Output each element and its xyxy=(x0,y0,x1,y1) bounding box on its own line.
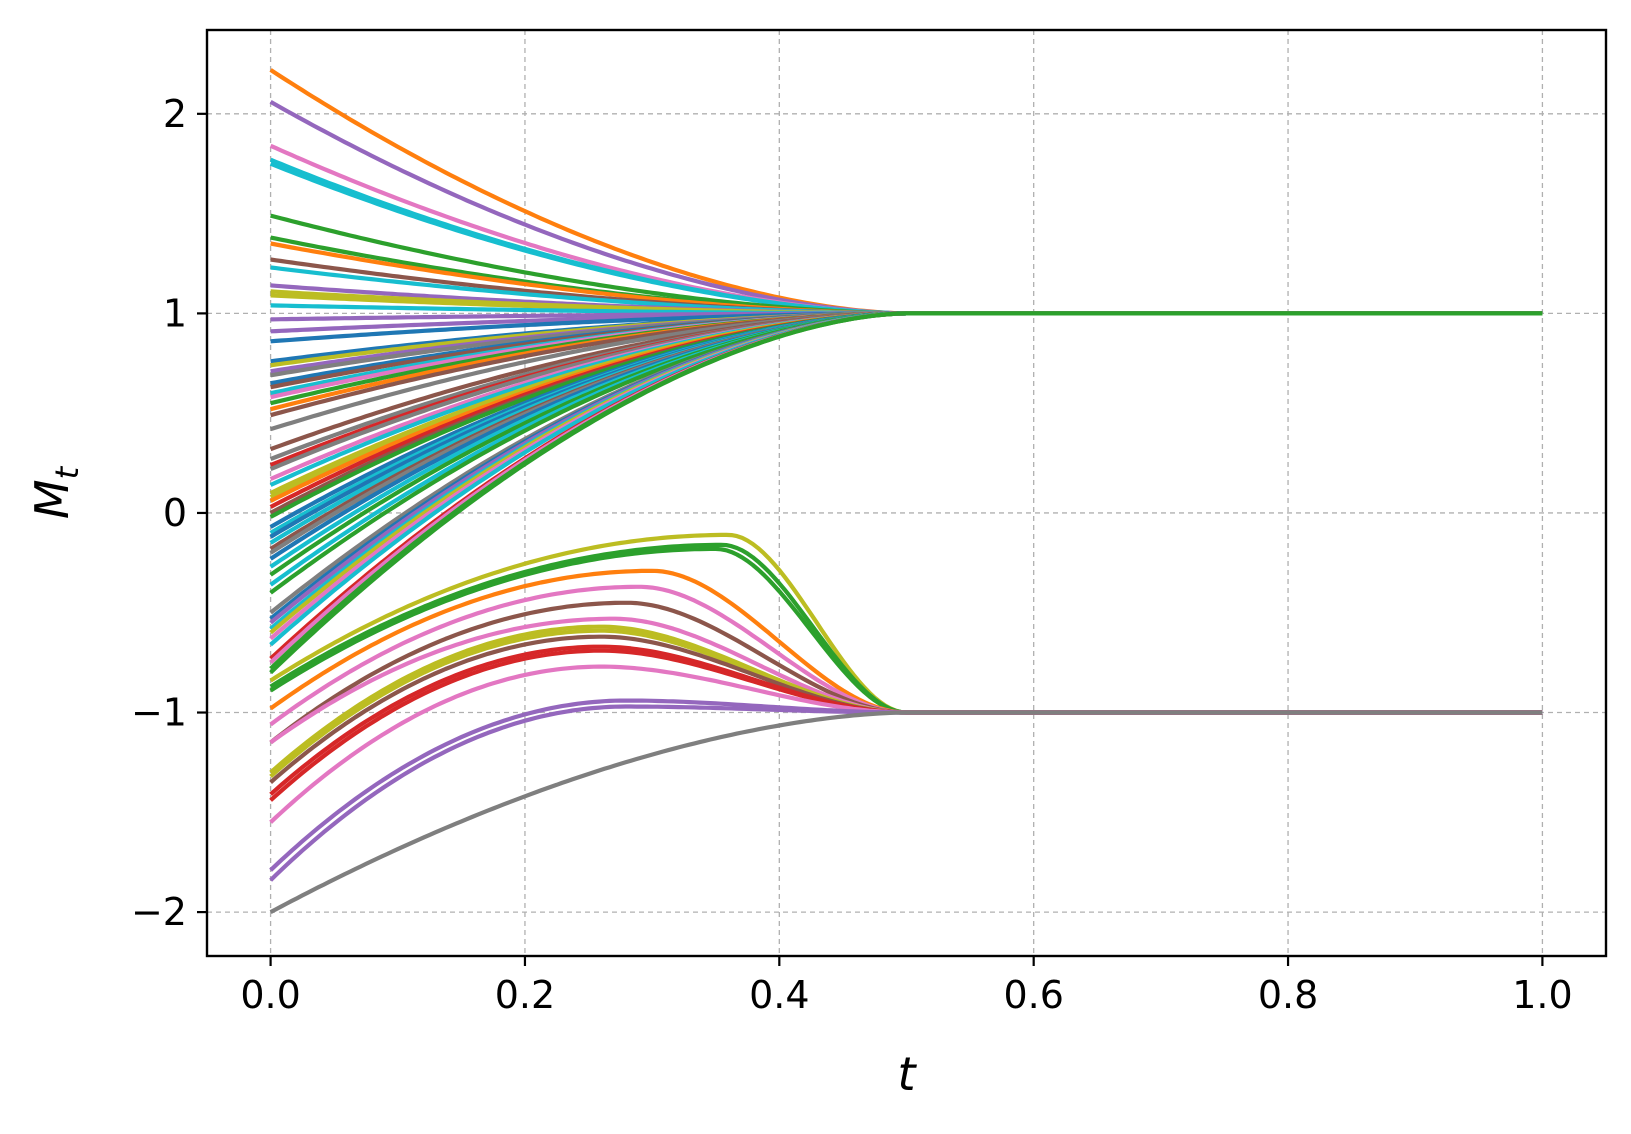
series-line-68 xyxy=(269,584,1543,727)
series-line-78 xyxy=(269,704,1543,882)
x-tick-label: 0.0 xyxy=(240,973,300,1017)
series-line-69 xyxy=(269,600,1543,745)
series-line-65 xyxy=(269,542,1543,715)
series-line-79 xyxy=(269,710,1543,914)
x-axis-ticks: 0.0 0.2 0.4 0.6 0.8 1.0 xyxy=(240,956,1573,1017)
y-tick-label: 0 xyxy=(163,491,187,535)
x-tick-label: 0.2 xyxy=(495,973,555,1017)
y-axis-label: Mt xyxy=(25,465,86,519)
series-line-67 xyxy=(269,568,1543,715)
y-tick-label: −2 xyxy=(131,890,187,934)
plot-frame xyxy=(205,28,1608,958)
y-tick-label: 2 xyxy=(163,92,187,136)
series-line-76 xyxy=(269,664,1543,824)
y-tick-label: −1 xyxy=(131,691,187,735)
series-line-64 xyxy=(269,532,1543,715)
x-tick-label: 0.8 xyxy=(1258,973,1318,1017)
x-tick-label: 1.0 xyxy=(1512,973,1572,1017)
series-line-63 xyxy=(269,311,1543,675)
series-line-5 xyxy=(269,161,1543,316)
y-tick-label: 1 xyxy=(163,291,187,335)
y-axis-label-subscript: t xyxy=(48,465,86,479)
series-line-73 xyxy=(269,634,1543,784)
x-tick-label: 0.6 xyxy=(1003,973,1063,1017)
series-line-66 xyxy=(269,546,1543,715)
x-tick-label: 0.4 xyxy=(749,973,809,1017)
series-line-75 xyxy=(269,648,1543,802)
series-group xyxy=(269,68,1543,914)
y-axis-ticks: −2 −1 0 1 2 xyxy=(131,92,207,934)
x-axis-label: t xyxy=(897,1047,917,1101)
y-axis-label-main: M xyxy=(25,479,79,519)
series-line-70 xyxy=(269,616,1543,745)
